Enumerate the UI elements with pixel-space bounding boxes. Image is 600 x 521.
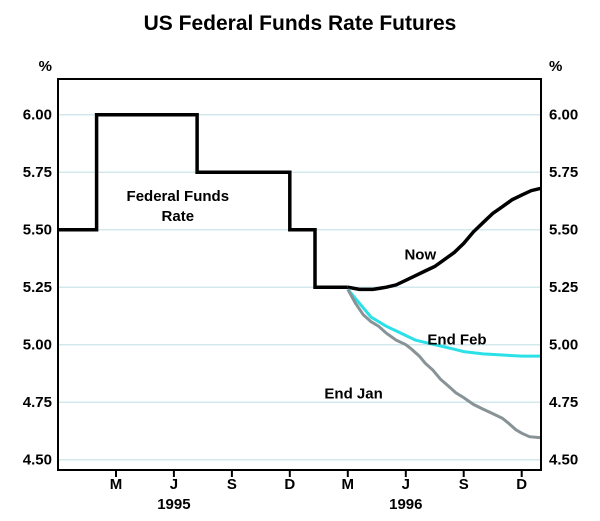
x-tick-label: D [516,476,527,493]
annotation-end-jan: End Jan [324,386,382,403]
y-tick-label-left: 5.75 [23,164,52,181]
y-tick-label-left: 5.50 [23,222,52,239]
series-end-feb-line [346,288,541,358]
series-end-jan-line [346,288,542,440]
x-axis-ticks [115,470,523,477]
x-tick-label: J [402,476,410,493]
annotation-federal-funds-rate: Federal Funds Rate [127,188,230,225]
y-tick-label-right: 5.75 [549,164,578,181]
x-tick-label: S [459,476,469,493]
x-tick-label: D [284,476,295,493]
y-tick-label-left: 5.00 [23,337,52,354]
y-tick-label-left: 4.75 [23,394,52,411]
y-tick-label-right: 5.00 [549,337,578,354]
series-federal-funds-rate-line [58,112,348,289]
x-axis-labels: M J S D M J S D 1995 1996 [110,476,528,513]
y-tick-label-right: 5.50 [549,222,578,239]
annotation-now: Now [404,247,436,264]
x-tick-label: M [342,476,355,493]
x-tick-label: S [227,476,237,493]
year-label-1995: 1995 [157,496,190,513]
y-tick-label-right: 4.50 [549,452,578,469]
y-axis-labels-right: 4.50 4.75 5.00 5.25 5.50 5.75 6.00 [549,107,578,469]
y-axis-unit-labels: %% [39,58,563,75]
x-tick-label: J [170,476,178,493]
y-tick-label-right: 4.75 [549,394,578,411]
annotation-end-feb: End Feb [427,332,486,349]
plot-frame [57,78,542,471]
y-tick-label-left: 4.50 [23,452,52,469]
x-tick-label: M [110,476,123,493]
y-tick-label-right: 6.00 [549,107,578,124]
y-tick-label-left: 5.25 [23,279,52,296]
gridlines [58,113,541,461]
chart-title: US Federal Funds Rate Futures [143,12,457,35]
percent-label-right: % [549,58,562,75]
y-axis-labels-left: 4.50 4.75 5.00 5.25 5.50 5.75 6.00 [23,107,52,469]
y-tick-label-left: 6.00 [23,107,52,124]
y-tick-label-right: 5.25 [549,279,578,296]
year-label-1996: 1996 [389,496,422,513]
series-now-line [347,186,542,292]
annotations: Federal Funds Rate Now End Feb End Jan [127,188,487,403]
percent-label-left: % [39,58,52,75]
